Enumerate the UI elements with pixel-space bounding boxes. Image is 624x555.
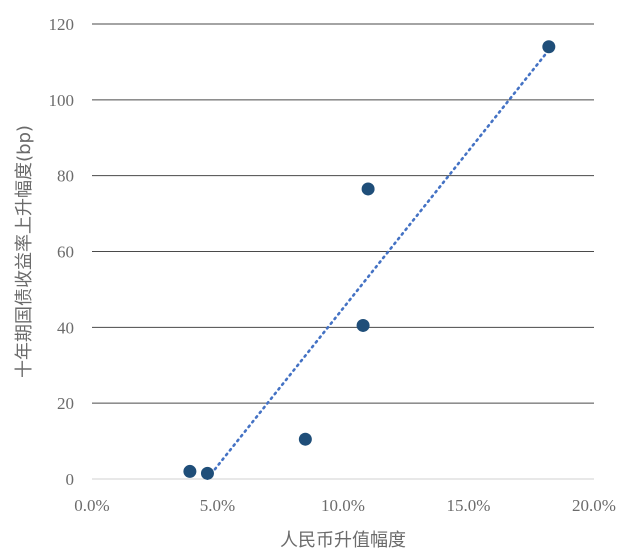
y-tick-label-60: 60 <box>57 243 74 262</box>
gridlines <box>92 23 594 404</box>
data-point-3 <box>298 432 312 446</box>
y-axis-title: 十年期国债收益率上升幅度(bp) <box>14 125 35 378</box>
x-tick-labels: 0.0% 5.0% 10.0% 15.0% 20.0% <box>74 496 616 515</box>
data-point-4 <box>356 318 370 332</box>
data-point-6 <box>542 40 556 54</box>
data-point-5 <box>361 182 375 196</box>
y-tick-label-80: 80 <box>57 167 74 186</box>
y-tick-label-0: 0 <box>66 470 75 489</box>
x-tick-label-4: 20.0% <box>572 496 616 515</box>
x-axis-title: 人民币升值幅度 <box>280 530 406 551</box>
y-tick-label-40: 40 <box>57 318 74 337</box>
data-point-1 <box>183 464 197 478</box>
data-points <box>183 40 556 480</box>
trendline <box>206 48 551 480</box>
y-tick-label-120: 120 <box>49 15 75 34</box>
y-tick-label-20: 20 <box>57 394 74 413</box>
trendline-group <box>206 48 551 480</box>
x-tick-label-2: 10.0% <box>321 496 365 515</box>
x-tick-label-1: 5.0% <box>200 496 235 515</box>
y-tick-label-100: 100 <box>49 91 75 110</box>
data-point-2 <box>200 466 214 480</box>
y-tick-labels: 0 20 40 60 80 100 120 <box>49 15 75 489</box>
x-tick-label-0: 0.0% <box>74 496 109 515</box>
x-tick-label-3: 15.0% <box>447 496 491 515</box>
